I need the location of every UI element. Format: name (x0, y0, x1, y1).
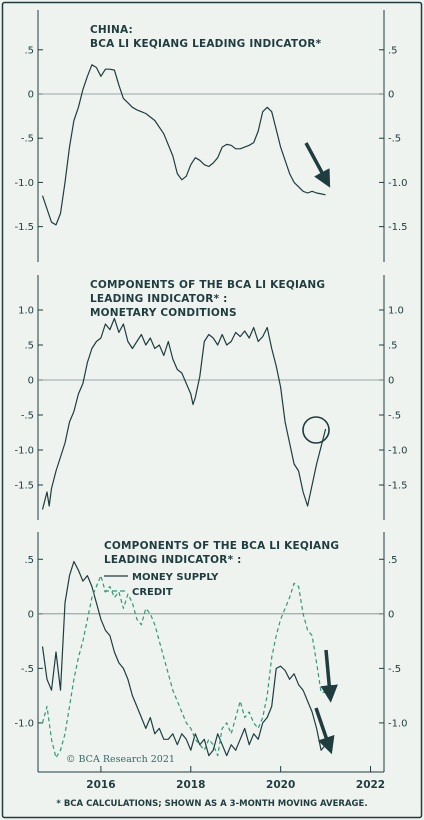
x-axis-ticks: 2016 2018 2020 2022 (86, 766, 385, 791)
x-tick-label: 2020 (266, 779, 295, 791)
panel-1: CHINA: BCA LI KEQIANG LEADING INDICATOR*… (14, 10, 408, 262)
panel-2-axes (37, 275, 385, 520)
panel-1-left-tick-label: .5 (24, 45, 34, 56)
panel-1-series (41, 64, 326, 226)
panel-2-right-tick-label: .5 (388, 341, 398, 352)
panel-2-left-tick-label: -1.5 (14, 481, 34, 492)
legend-label-credit: CREDIT (132, 587, 173, 598)
panel-2-right-tick-label: 0 (388, 376, 394, 387)
panel-2-highlight-circle (302, 416, 330, 444)
panel-3-left-tick-label: 0 (28, 609, 34, 620)
panel-1-title: CHINA: (90, 24, 133, 36)
panel-3-series-credit (41, 574, 326, 759)
panel-2-right-tick-label: 1.0 (388, 306, 404, 317)
panel-1-left-tick-label: -1.5 (14, 222, 34, 233)
panel-1-series-line (41, 64, 326, 226)
panel-1-down-arrow (304, 142, 331, 188)
panel-3-left-tick-label: -.5 (21, 664, 34, 675)
panel-1-right-tick-label: 0 (388, 90, 394, 101)
panel-2-right-tick-label: -.5 (388, 411, 401, 422)
panel-2-subtitle: LEADING INDICATOR* : (90, 293, 228, 305)
panel-3: COMPONENTS OF THE BCA LI KEQIANG LEADING… (14, 532, 408, 791)
x-tick-label: 2018 (176, 779, 205, 791)
panel-2-left-tick-label: -1.0 (14, 446, 34, 457)
panel-3-subtitle: LEADING INDICATOR* : (104, 554, 242, 566)
panel-3-title: COMPONENTS OF THE BCA LI KEQIANG (104, 540, 339, 552)
panel-3-series-money-supply (41, 560, 327, 757)
panel-1-ticks: -1.5 -1.5 -1.0 -1.0 -.5 -.5 0 0 .5 .5 (14, 45, 407, 233)
copyright: © BCA Research 2021 (66, 754, 175, 765)
panel-1-right-tick-label: -1.5 (388, 222, 408, 233)
panel-3-right-tick-label: .5 (388, 555, 398, 566)
panel-3-ticks: -1.0 -1.0 -.5 -.5 0 0 .5 .5 (14, 555, 407, 730)
panel-3-left-tick-label: .5 (24, 555, 34, 566)
panel-3-down-arrow-lower (314, 707, 335, 755)
panel-2-left-tick-label: 1.0 (18, 306, 34, 317)
panel-1-left-tick-label: -.5 (21, 134, 34, 145)
legend-label-money-supply: MONEY SUPPLY (132, 572, 219, 583)
panel-1-subtitle: BCA LI KEQIANG LEADING INDICATOR* (90, 38, 322, 50)
x-tick-label: 2016 (86, 779, 115, 791)
panel-2-series (41, 317, 327, 510)
panel-2-title: COMPONENTS OF THE BCA LI KEQIANG (90, 279, 325, 291)
panel-3-left-tick-label: -1.0 (14, 718, 34, 729)
legend: MONEY SUPPLY CREDIT (104, 572, 219, 598)
panel-3-down-arrow-upper (320, 649, 338, 703)
panel-1-left-tick-label: -1.0 (14, 178, 34, 189)
panel-2-left-tick-label: 0 (28, 376, 34, 387)
panel-1-right-tick-label: .5 (388, 45, 398, 56)
panel-3-series (41, 560, 327, 759)
panel-2-subtitle-2: MONETARY CONDITIONS (90, 307, 237, 319)
panel-2-left-tick-label: -.5 (21, 411, 34, 422)
panel-1-right-tick-label: -.5 (388, 134, 401, 145)
panel-1-axes (37, 10, 385, 262)
panel-2: COMPONENTS OF THE BCA LI KEQIANG LEADING… (14, 275, 408, 520)
panel-3-right-tick-label: -.5 (388, 664, 401, 675)
x-tick-label: 2022 (356, 779, 385, 791)
panel-3-right-tick-label: -1.0 (388, 718, 408, 729)
panel-2-series-line (41, 317, 327, 510)
panel-1-left-tick-label: 0 (28, 90, 34, 101)
panel-1-right-tick-label: -1.0 (388, 178, 408, 189)
panel-2-right-tick-label: -1.5 (388, 481, 408, 492)
panel-2-right-tick-label: -1.0 (388, 446, 408, 457)
panel-3-right-tick-label: 0 (388, 609, 394, 620)
footnote: * BCA CALCULATIONS; SHOWN AS A 3-MONTH M… (56, 799, 367, 809)
panel-3-axes (37, 532, 385, 773)
panel-2-left-tick-label: .5 (24, 341, 34, 352)
